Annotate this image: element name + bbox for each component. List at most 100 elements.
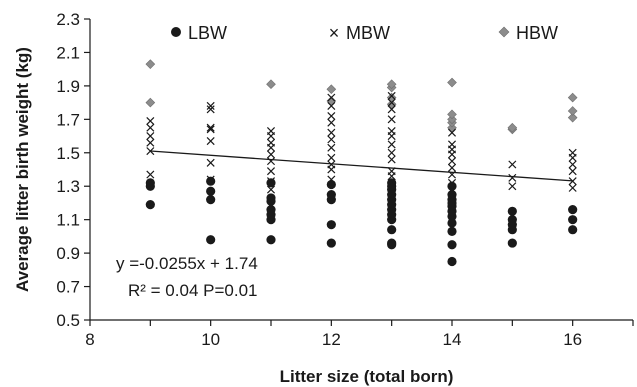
point-hbw <box>567 106 578 116</box>
data-points <box>145 59 578 267</box>
point-lbw <box>266 205 276 215</box>
point-lbw <box>266 193 276 203</box>
point-lbw <box>266 178 276 188</box>
point-mbw <box>327 160 336 169</box>
point-hbw <box>326 84 337 95</box>
y-tick-label: 0.9 <box>56 244 80 263</box>
point-mbw <box>387 178 396 187</box>
point-mbw <box>508 160 517 169</box>
point-lbw <box>447 256 457 267</box>
point-mbw <box>206 123 215 132</box>
point-lbw <box>266 235 276 245</box>
regression-equation: y =-0.0255x + 1.74 <box>116 254 258 273</box>
point-mbw <box>387 148 396 157</box>
point-mbw <box>146 123 155 132</box>
y-tick-label: 1.1 <box>56 211 80 230</box>
x-tick-label: 16 <box>563 330 582 349</box>
point-mbw <box>447 192 457 201</box>
point-mbw <box>206 175 215 184</box>
point-mbw <box>206 125 215 134</box>
point-mbw <box>327 153 336 162</box>
point-hbw <box>567 92 578 103</box>
point-mbw <box>387 91 396 100</box>
point-mbw <box>447 140 457 149</box>
point-mbw <box>447 163 457 172</box>
point-mbw <box>146 116 155 126</box>
x-tick-label: 10 <box>201 330 220 349</box>
point-hbw <box>507 122 518 133</box>
point-lbw <box>447 189 457 200</box>
point-mbw <box>508 182 517 191</box>
point-mbw <box>266 127 276 136</box>
point-lbw <box>206 235 216 245</box>
point-hbw <box>447 109 457 120</box>
point-lbw <box>145 178 155 188</box>
x-axis-ticks: 8 10 12 14 16 <box>85 320 634 349</box>
point-mbw <box>568 148 577 157</box>
point-mbw <box>568 177 577 186</box>
y-tick-label: 0.5 <box>56 311 80 330</box>
trendline <box>150 150 573 182</box>
point-lbw <box>326 220 336 230</box>
point-mbw <box>327 143 336 152</box>
point-hbw <box>447 77 457 88</box>
point-lbw <box>507 206 517 216</box>
point-mbw <box>387 155 396 164</box>
x-axis-title: Litter size (total born) <box>280 367 454 386</box>
point-lbw <box>447 181 457 191</box>
point-mbw <box>146 138 155 147</box>
point-mbw <box>146 170 155 179</box>
point-hbw <box>266 79 276 90</box>
point-mbw <box>327 111 336 121</box>
point-mbw <box>206 137 215 146</box>
point-hbw <box>447 114 457 125</box>
point-mbw <box>387 140 396 149</box>
point-mbw <box>568 167 577 176</box>
y-tick-label: 1.5 <box>56 144 80 163</box>
point-mbw <box>447 178 457 187</box>
point-mbw <box>447 157 457 166</box>
y-axis-ticks: 0.5 0.7 0.9 1.1 1.3 1.5 1.7 1.9 2.1 2.3 <box>56 10 90 330</box>
point-lbw <box>568 215 578 225</box>
point-lbw <box>326 238 336 248</box>
point-mbw <box>266 167 276 176</box>
x-tick-label: 14 <box>443 330 462 349</box>
x-tick-label: 12 <box>322 330 341 349</box>
point-hbw <box>386 79 397 90</box>
legend-label-lbw: LBW <box>188 23 227 43</box>
point-lbw <box>447 226 457 236</box>
legend-marker-mbw: × <box>329 23 340 43</box>
point-lbw <box>507 215 517 225</box>
point-mbw <box>206 105 215 114</box>
legend-label-mbw: MBW <box>346 23 390 43</box>
point-mbw <box>266 157 276 166</box>
point-mbw <box>327 175 336 184</box>
legend-label-hbw: HBW <box>516 23 558 43</box>
point-mbw <box>387 105 396 114</box>
point-lbw <box>145 200 155 210</box>
point-lbw <box>206 186 216 196</box>
point-lbw <box>206 195 216 205</box>
point-mbw <box>387 115 396 124</box>
point-mbw <box>327 128 336 137</box>
point-hbw <box>567 112 578 123</box>
point-mbw <box>266 150 276 159</box>
regression-stats: R² = 0.04 P=0.01 <box>128 281 257 300</box>
y-tick-label: 2.1 <box>56 43 80 62</box>
point-hbw <box>145 59 156 69</box>
point-hbw <box>386 92 397 103</box>
point-mbw <box>327 101 336 110</box>
point-lbw <box>568 205 578 215</box>
point-mbw <box>568 183 577 192</box>
point-mbw <box>327 135 336 144</box>
y-tick-label: 1.7 <box>56 110 80 129</box>
point-mbw <box>447 128 457 137</box>
y-tick-label: 2.3 <box>56 10 80 29</box>
y-tick-label: 1.9 <box>56 77 80 96</box>
point-mbw <box>206 158 215 167</box>
point-mbw <box>508 173 517 182</box>
point-mbw <box>327 118 336 127</box>
point-mbw <box>327 93 336 102</box>
point-lbw <box>568 225 578 235</box>
